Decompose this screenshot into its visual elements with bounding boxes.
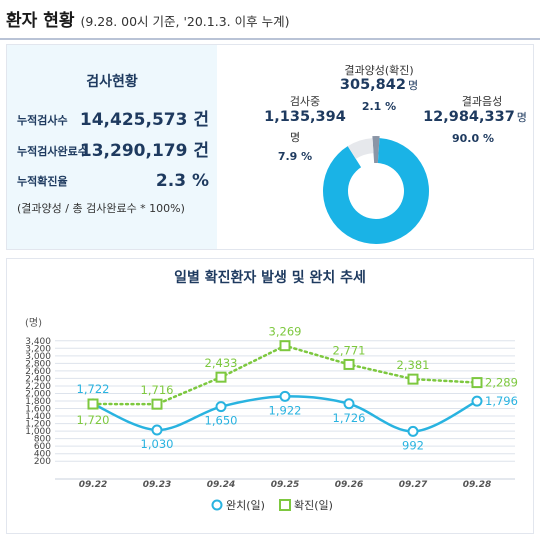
- point-recovered: [471, 395, 483, 407]
- point-recovered: [343, 398, 355, 410]
- data-label: 2,289: [485, 376, 518, 390]
- pie-percent-negative: 90.0 %: [452, 132, 494, 145]
- y-tick-label: 800: [34, 435, 51, 445]
- daily-trend-panel: 일별 확진환자 발생 및 완치 추세 (명) 200 400 600 800 1,000 1…: [6, 258, 534, 534]
- x-tick-label: 09.25: [271, 480, 299, 490]
- stat-row-completed-tests: 누적검사완료수 13,290,179 건: [17, 139, 209, 161]
- y-tick-label: 2,000: [25, 389, 51, 399]
- point-recovered: [215, 401, 227, 413]
- data-label: 1,650: [205, 414, 238, 428]
- y-tick-label: 1,600: [25, 405, 51, 415]
- y-tick-label: 2,800: [25, 359, 51, 369]
- legend-marker-confirmed: [279, 499, 291, 511]
- header-divider: [0, 38, 540, 40]
- test-result-donut-chart: [323, 136, 429, 244]
- x-tick-label: 09.22: [79, 480, 107, 490]
- donut-slice-testing: [347, 138, 374, 159]
- y-tick-label: 3,000: [25, 352, 51, 362]
- point-confirmed: [151, 398, 163, 410]
- test-status-panel: 검사현황 누적검사수 14,425,573 건 누적검사완료수 13,290,1…: [6, 44, 534, 250]
- stat-value: 14,425,573 건: [79, 110, 209, 130]
- point-recovered: [279, 390, 291, 402]
- y-tick-label: 2,200: [25, 382, 51, 392]
- data-label: 1,922: [269, 403, 302, 417]
- y-axis-unit: (명): [25, 317, 42, 329]
- point-recovered: [151, 424, 163, 436]
- data-label: 1,720: [77, 413, 110, 427]
- test-stats-box: 검사현황 누적검사수 14,425,573 건 누적검사완료수 13,290,1…: [7, 45, 217, 249]
- x-tick-label: 09.23: [143, 480, 171, 490]
- y-tick-label: 1,000: [25, 427, 51, 437]
- data-label: 1,796: [485, 394, 518, 408]
- y-tick-label: 1,400: [25, 412, 51, 422]
- stat-label: 누적확진율: [17, 175, 68, 188]
- data-label: 2,771: [333, 343, 366, 357]
- stat-row-positive-rate: 누적확진율 2.3 %: [17, 169, 209, 191]
- y-tick-label: 2,400: [25, 374, 51, 384]
- data-label: 2,381: [397, 358, 430, 372]
- pie-unit-testing: 명: [289, 131, 301, 144]
- daily-trend-line-chart: (명) 2004006008001,0001,2001,4001,6001,800…: [25, 317, 518, 512]
- y-tick-label: 1,200: [25, 420, 51, 430]
- stat-label: 누적검사완료수: [17, 145, 88, 158]
- point-confirmed: [87, 398, 99, 410]
- data-label: 1,726: [333, 411, 366, 425]
- page-title: 환자 현황: [6, 11, 75, 31]
- test-stats-title: 검사현황: [86, 74, 138, 90]
- pie-percent-testing: 7.9 %: [277, 150, 313, 163]
- y-tick-label: 1,800: [25, 397, 51, 407]
- page-subtitle: (9.28. 00시 기준, '20.1.3. 이후 누계): [80, 14, 290, 29]
- point-confirmed: [279, 340, 291, 352]
- page-header: 환자 현황 (9.28. 00시 기준, '20.1.3. 이후 누계): [6, 6, 289, 36]
- pie-label-testing: 검사중: [289, 95, 321, 108]
- data-label: 992: [402, 438, 424, 452]
- point-recovered: [407, 425, 419, 437]
- x-tick-label: 09.26: [335, 480, 363, 490]
- data-label: 1,716: [141, 383, 174, 397]
- y-tick-label: 3,200: [25, 344, 51, 354]
- donut-slice-positive: [372, 136, 380, 164]
- x-tick-label: 09.27: [399, 480, 428, 490]
- pie-count-negative: 12,984,337 명: [423, 109, 527, 125]
- data-label: 1,722: [77, 382, 110, 396]
- pie-label-negative: 결과음성: [461, 95, 503, 108]
- stat-value: 2.3 %: [155, 171, 209, 191]
- legend-label: 확진(일): [294, 498, 333, 512]
- data-label: 1,030: [141, 437, 174, 451]
- pie-percent-positive: 2.1 %: [361, 100, 397, 113]
- pie-label-positive: 결과양성(확진): [344, 64, 414, 77]
- y-tick-label: 200: [34, 457, 51, 467]
- chart-title: 일별 확진환자 발생 및 완치 추세: [174, 270, 366, 286]
- pie-count-testing: 1,135,394: [264, 109, 346, 125]
- stat-label: 누적검사수: [17, 114, 68, 127]
- donut-slice-negative: [323, 138, 429, 244]
- point-confirmed: [343, 358, 355, 370]
- pie-count-positive: 305,842 명: [339, 77, 419, 93]
- data-label: 3,269: [269, 325, 302, 339]
- y-tick-label: 3,400: [25, 337, 51, 347]
- test-result-donut-area: 결과양성(확진) 305,842 명 2.1 % 검사중 1,135,394 명 …: [219, 45, 533, 249]
- point-confirmed: [407, 373, 419, 385]
- legend-marker-recovered: [211, 499, 223, 511]
- point-confirmed: [471, 377, 483, 389]
- y-tick-label: 600: [34, 442, 51, 452]
- point-confirmed: [215, 371, 227, 383]
- legend-label: 완치(일): [226, 498, 265, 512]
- stat-value: 13,290,179 건: [79, 141, 209, 161]
- positive-rate-formula: (결과양성 / 총 검사완료수 * 100%): [17, 202, 185, 215]
- stat-row-total-tests: 누적검사수 14,425,573 건: [17, 108, 209, 130]
- y-tick-label: 400: [34, 450, 51, 460]
- y-tick-label: 2,600: [25, 367, 51, 377]
- x-tick-label: 09.24: [207, 480, 235, 490]
- x-tick-label: 09.28: [463, 480, 491, 490]
- data-label: 2,433: [205, 356, 238, 370]
